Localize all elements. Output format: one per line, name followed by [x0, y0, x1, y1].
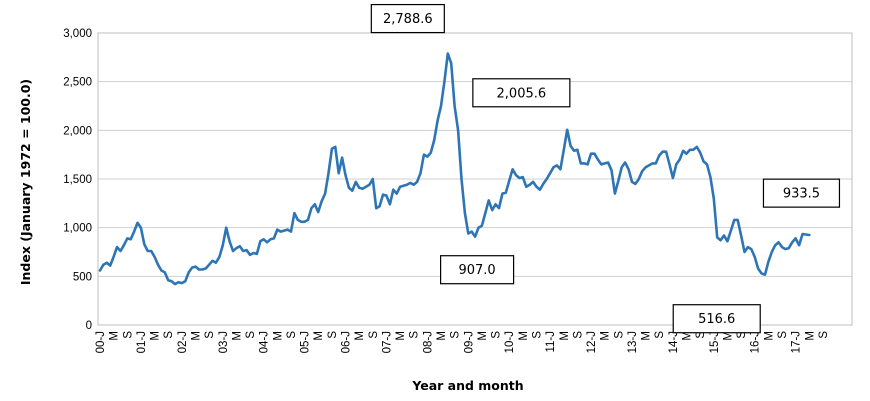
- x-tick-label: S: [409, 331, 421, 339]
- callout-label: 2,788.6: [383, 12, 433, 27]
- x-tick-label: M: [722, 331, 734, 341]
- x-tick-label: S: [613, 331, 625, 339]
- x-tick-label: S: [818, 331, 830, 339]
- x-tick-label: M: [395, 331, 407, 341]
- x-axis-tick-labels: 00-J M S 01-J M S 02-J M S 03-J M S 04-J M S 05-J M S 06-J…: [95, 331, 830, 354]
- x-tick-label: S: [491, 331, 503, 339]
- x-tick-label: 13-J: [627, 331, 639, 353]
- series-line: [98, 52, 811, 286]
- x-tick-label: M: [109, 331, 121, 341]
- x-tick-label: 07-J: [381, 331, 393, 353]
- x-tick-label: 08-J: [422, 331, 434, 353]
- x-tick-label: M: [231, 331, 243, 341]
- x-tick-label: S: [695, 331, 707, 339]
- x-tick-label: M: [354, 331, 366, 341]
- x-tick-label: S: [531, 331, 543, 339]
- x-tick-label: 15-J: [709, 331, 721, 353]
- callout: 907.0: [440, 255, 515, 285]
- y-tick-label: 0: [86, 320, 92, 332]
- x-tick-label: 03-J: [218, 331, 230, 353]
- callout: 933.5: [762, 178, 841, 208]
- callout-box: [472, 78, 571, 108]
- x-tick-label: M: [804, 331, 816, 341]
- x-tick-label: S: [777, 331, 789, 339]
- x-tick-label: M: [682, 331, 694, 341]
- x-tick-label: M: [477, 331, 489, 341]
- x-tick-label: S: [450, 331, 462, 339]
- x-tick-label: S: [572, 331, 584, 339]
- x-tick-label: S: [736, 331, 748, 339]
- y-axis-title: Index (January 1972 = 100.0): [18, 79, 33, 285]
- x-tick-label: 10-J: [504, 331, 516, 353]
- plot-border: [97, 32, 853, 326]
- x-tick-label: 17-J: [791, 331, 803, 353]
- callout: 2,788.6: [370, 3, 445, 34]
- x-tick-label: M: [600, 331, 612, 341]
- x-tick-label: M: [313, 331, 325, 341]
- x-tick-label: M: [641, 331, 653, 341]
- x-tick-label: M: [150, 331, 162, 341]
- y-axis-tick-labels: 0 500 1,000 1,500 2,000 2,500 3,000: [63, 28, 92, 332]
- x-tick-label: M: [763, 331, 775, 341]
- x-tick-label: 02-J: [177, 331, 189, 353]
- x-tick-label: S: [122, 331, 134, 339]
- callout-label: 516.6: [698, 312, 735, 327]
- callout: 516.6: [672, 304, 761, 334]
- x-tick-label: S: [327, 331, 339, 339]
- callout: 2,005.6: [472, 78, 571, 108]
- plot-frame: [97, 32, 853, 326]
- x-tick-label: S: [163, 331, 175, 339]
- y-tick-label: 2,000: [63, 125, 92, 137]
- x-tick-label: 11-J: [545, 331, 557, 353]
- series-lines: [98, 52, 811, 286]
- x-tick-label: S: [368, 331, 380, 339]
- x-tick-label: 16-J: [750, 331, 762, 353]
- y-tick-label: 1,500: [63, 174, 92, 186]
- x-tick-label: 06-J: [341, 331, 353, 353]
- callout-label: 933.5: [783, 187, 820, 202]
- y-tick-label: 3,000: [63, 28, 92, 40]
- callout-box: [370, 3, 445, 34]
- x-tick-label: 12-J: [586, 331, 598, 353]
- callout-label: 2,005.6: [497, 86, 547, 101]
- x-tick-label: M: [272, 331, 284, 341]
- callout-box: [440, 255, 515, 285]
- x-tick-label: M: [518, 331, 530, 341]
- x-tick-label: 00-J: [95, 331, 107, 353]
- x-tick-label: 01-J: [136, 331, 148, 353]
- x-tick-label: 04-J: [259, 331, 271, 353]
- callout-box: [762, 178, 841, 208]
- y-tick-label: 500: [73, 271, 92, 283]
- x-tick-label: S: [654, 331, 666, 339]
- callout-label: 907.0: [458, 263, 495, 278]
- x-tick-label: 05-J: [300, 331, 312, 353]
- x-axis-title: Year and month: [411, 378, 523, 393]
- x-tick-label: M: [559, 331, 571, 341]
- x-tick-label: M: [190, 331, 202, 341]
- y-tick-label: 2,500: [63, 77, 92, 89]
- x-tick-label: S: [245, 331, 257, 339]
- x-tick-label: 14-J: [668, 331, 680, 353]
- y-tick-label: 1,000: [63, 223, 92, 235]
- x-tick-label: S: [204, 331, 216, 339]
- callout-labels: 2,788.6 907.0 2,005.6 516.6 933.5: [370, 3, 841, 334]
- x-tick-label: 09-J: [463, 331, 475, 353]
- x-tick-label: M: [436, 331, 448, 341]
- x-tick-label: S: [286, 331, 298, 339]
- callout-box: [672, 304, 761, 334]
